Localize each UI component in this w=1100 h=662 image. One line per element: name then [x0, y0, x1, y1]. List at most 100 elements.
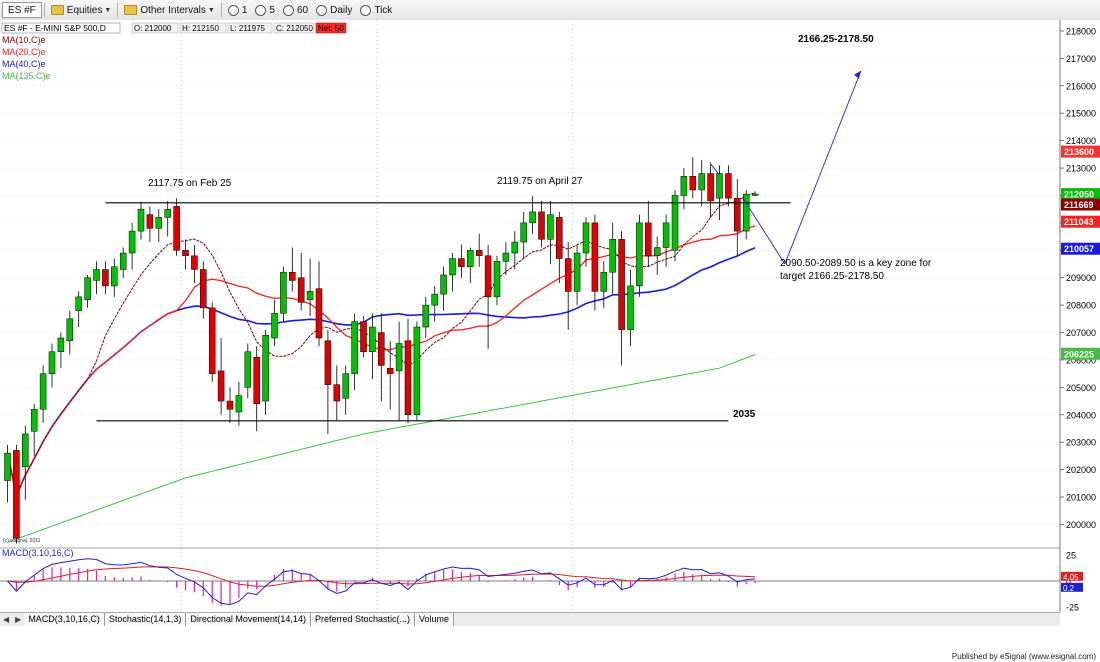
tab-directional-movement[interactable]: Directional Movement(14,14)	[186, 613, 311, 626]
interval-daily-button[interactable]: Daily	[312, 0, 356, 20]
chart-canvas[interactable]: 218000 217000 216000 215000 214000 213000 2120…	[0, 20, 1100, 612]
candle-body	[556, 217, 563, 259]
macd-label: MACD(3,10,16,C)	[2, 548, 74, 558]
candle-body	[547, 214, 554, 240]
y-tick-label: 208000	[1066, 301, 1096, 311]
other-intervals-menu[interactable]: Other Intervals ▼	[120, 0, 219, 20]
candle-body	[93, 269, 100, 281]
y-tick-label: 216000	[1066, 81, 1096, 91]
y-tick-label: 215000	[1066, 109, 1096, 119]
folder-icon	[124, 5, 138, 15]
small-arrow	[710, 163, 720, 176]
legend-ma10: MA(10,C)e	[2, 35, 46, 45]
macd-tag	[1061, 582, 1083, 592]
candle-body	[689, 176, 697, 191]
candle-body	[297, 277, 305, 303]
candle-body	[431, 293, 438, 306]
tab-preferred-stochastic[interactable]: Preferred Stochastic(...)	[310, 613, 415, 626]
candle-body	[146, 214, 154, 229]
macd-tag	[1061, 571, 1083, 581]
candle-body	[289, 271, 296, 281]
candle-body	[119, 252, 127, 270]
macd-tick-label: 0	[1066, 577, 1071, 587]
annotation-feb25: 2117.75 on Feb 25	[148, 178, 232, 189]
scroll-right-icon[interactable]: ▶	[15, 615, 22, 624]
interval-tick-button[interactable]: Tick	[356, 0, 396, 20]
y-tick-label: 207000	[1066, 328, 1096, 338]
y-tick-label: 214000	[1066, 136, 1096, 146]
candle-body	[449, 258, 456, 276]
candle-body	[280, 271, 287, 314]
tab-volume[interactable]: Volume	[415, 613, 455, 626]
candle-body	[529, 211, 536, 224]
projection-arrows	[710, 70, 862, 265]
candle-body	[253, 356, 260, 405]
candle-body	[111, 266, 118, 287]
candle-body	[609, 239, 616, 273]
interval-label: 1	[241, 4, 248, 16]
interval-5-button[interactable]: 5	[251, 0, 279, 20]
candle-body	[511, 241, 519, 254]
tab-stochastic[interactable]: Stochastic(14,1,3)	[104, 613, 187, 626]
horizontal-levels	[96, 202, 791, 422]
candle-body	[235, 395, 243, 413]
tab-macd[interactable]: MACD(3,10,16,C)	[24, 613, 105, 626]
interval-1-button[interactable]: 1	[224, 0, 252, 20]
candle-body	[306, 291, 314, 300]
legend-ma40: MA(40,C)e	[2, 59, 46, 69]
candle-body	[742, 193, 750, 232]
symbol-box[interactable]: ES #F	[2, 2, 42, 18]
candle-body	[662, 222, 670, 248]
candle-body	[502, 252, 510, 262]
arrow-head	[854, 70, 861, 79]
y-tick-label: 209000	[1066, 273, 1096, 283]
price-tag	[1061, 347, 1100, 360]
candle-body	[342, 373, 349, 399]
equities-menu[interactable]: Equities ▼	[47, 0, 116, 20]
macd-tick-label: 25	[1066, 551, 1076, 561]
y-tick-label: 200000	[1066, 520, 1096, 530]
candle-body	[360, 321, 367, 352]
clock-icon	[360, 4, 372, 16]
candle-body	[84, 277, 91, 300]
macd-header: MACD(3,10,16,C)	[2, 548, 74, 558]
candle-body	[716, 173, 723, 199]
toolbar-separator	[220, 3, 222, 17]
scroll-left-icon[interactable]: ◀	[3, 615, 10, 624]
price-axis: 218000 217000 216000 215000 214000 213000 2120…	[1059, 20, 1100, 612]
candle-body	[57, 337, 65, 352]
price-tag-label: 211669	[1064, 200, 1094, 210]
annotation-support: 2035	[733, 409, 756, 420]
candle-body	[128, 230, 136, 254]
candle-body	[182, 250, 189, 257]
price-tag-label: 212050	[1064, 190, 1094, 200]
macd-tick-label: -25	[1066, 602, 1079, 612]
published-by-text: Published by eSignal (www.esignal.com)	[951, 652, 1096, 661]
price-tag	[1061, 188, 1100, 201]
legend-ma135: MA(135,C)e	[2, 71, 51, 81]
y-tick-label: 203000	[1066, 438, 1096, 448]
equities-label: Equities	[66, 4, 103, 16]
price-tag	[1061, 242, 1100, 255]
candle-body	[315, 288, 323, 339]
low-value: L: 211975	[230, 24, 266, 33]
candle-body	[333, 384, 341, 402]
interval-60-button[interactable]: 60	[279, 0, 312, 20]
candle-body	[467, 250, 474, 267]
macd-panel	[0, 547, 1100, 606]
legend-ma20: MA(20,C)e	[2, 47, 46, 57]
candle-body	[404, 340, 412, 416]
price-candles	[4, 157, 759, 544]
candle-body	[200, 269, 207, 309]
candle-body	[39, 373, 47, 410]
candle-body	[217, 370, 225, 402]
chevron-down-icon: ▼	[104, 6, 112, 14]
candle-body	[636, 222, 643, 287]
symbol-text: ES #F	[8, 4, 36, 16]
price-tag-label: 206225	[1064, 349, 1094, 359]
candle-body	[271, 313, 278, 339]
price-tag	[1061, 215, 1100, 228]
y-tick-label: 202000	[1066, 465, 1096, 475]
interval-label: Tick	[374, 4, 393, 16]
candle-body	[208, 307, 216, 374]
